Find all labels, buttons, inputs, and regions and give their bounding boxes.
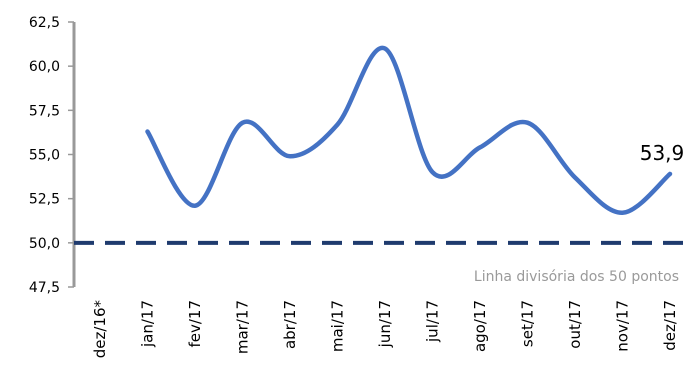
y-tick-label-4: 52,5 [29,192,60,208]
x-tick-label-9: set/17 [519,300,537,347]
data-label-last: 53,9 [640,141,685,165]
reference-line-label: Linha divisória dos 50 pontos [474,269,679,285]
y-axis: 62,5 60,0 57,5 55,0 52,5 50,0 47,5 [29,15,76,296]
y-tick-label-2: 57,5 [29,103,60,119]
x-tick-label-10: out/17 [566,300,584,349]
series-group [145,45,673,216]
y-tick-label-1: 60,0 [29,59,60,75]
x-tick-label-0: dez/16* [91,300,109,359]
x-tick-label-5: mai/17 [329,300,347,352]
y-tick-label-3: 55,0 [29,148,60,164]
y-tick-label-0: 62,5 [29,15,60,31]
x-axis-labels: dez/16* jan/17 fev/17 mar/17 abr/17 mai/17 jun… [91,300,679,359]
series-line [145,45,673,216]
annotations: 53,9 [640,141,685,165]
x-tick-label-4: abr/17 [281,300,299,349]
y-tick-label-6: 47,5 [29,280,60,296]
x-tick-label-8: ago/17 [471,300,489,352]
x-tick-label-3: mar/17 [234,300,252,354]
reference-line-group: Linha divisória dos 50 pontos [74,240,692,285]
x-tick-label-12: dez/17 [661,300,679,351]
y-tick-label-5: 50,0 [29,236,60,252]
x-tick-label-7: jul/17 [424,300,442,343]
x-tick-label-11: nov/17 [614,300,632,352]
x-tick-label-1: jan/17 [139,300,157,348]
x-tick-label-6: jun/17 [376,300,394,348]
x-tick-label-2: fev/17 [186,300,204,348]
